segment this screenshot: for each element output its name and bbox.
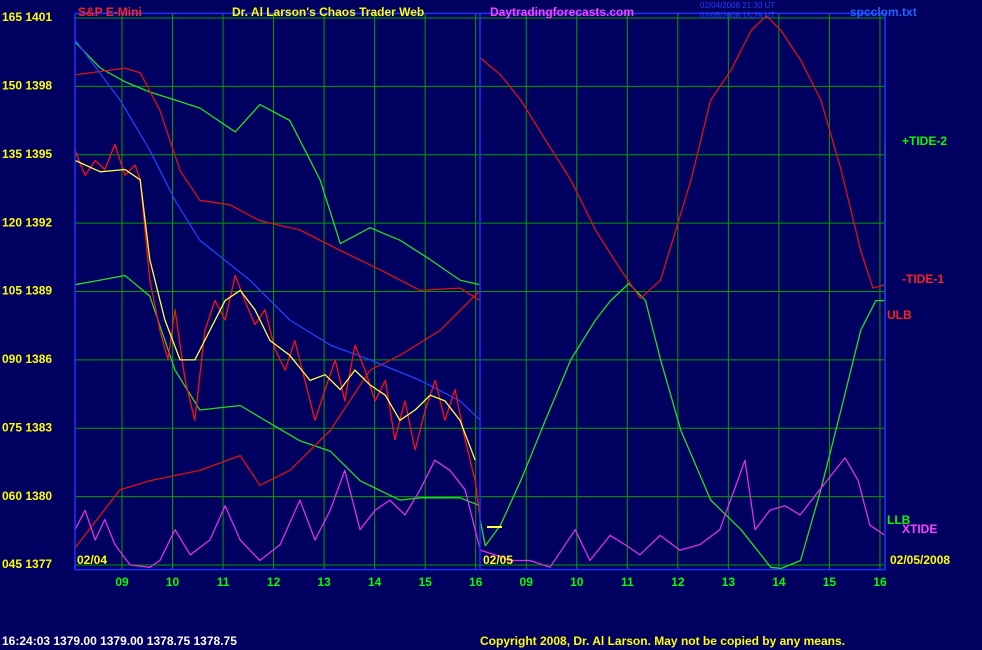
series-line [74, 274, 481, 507]
plot-lines [74, 15, 886, 570]
x-tick-label: 12 [671, 575, 685, 589]
series-line [74, 41, 481, 286]
x-tick-label: 13 [722, 575, 736, 589]
date-label: 02/05/2008 [890, 553, 950, 567]
y-tick-label: 105 1389 [2, 284, 52, 298]
series-line [479, 15, 886, 299]
website: Daytradingforecasts.com [490, 5, 634, 19]
y-tick-label: 120 1392 [2, 215, 52, 229]
x-tick-label: 11 [621, 575, 634, 589]
series-line [74, 67, 481, 302]
copyright: Copyright 2008, Dr. Al Larson. May not b… [480, 634, 845, 648]
x-tick-label: 11 [217, 575, 230, 589]
date-label: 02/04 [77, 553, 107, 567]
series-line [479, 142, 886, 570]
right-label: +TIDE-2 [902, 134, 947, 148]
date-label: 02/05 [483, 553, 513, 567]
right-label: XTIDE [902, 522, 937, 536]
y-tick-label: 060 1380 [2, 489, 52, 503]
x-tick-label: 10 [166, 575, 180, 589]
y-tick-label: 075 1383 [2, 420, 52, 434]
y-tick-label: 090 1386 [2, 352, 52, 366]
x-tick-label: 10 [570, 575, 584, 589]
x-tick-label: 15 [418, 575, 432, 589]
y-tick-label: 165 1401 [2, 10, 52, 24]
right-label: LLB [887, 513, 911, 527]
series-line [74, 159, 476, 461]
grid [75, 13, 885, 570]
x-tick-label: 13 [317, 575, 331, 589]
series-line [74, 289, 481, 549]
y-tick-label: 045 1377 [2, 557, 52, 571]
x-tick-label: 14 [368, 575, 382, 589]
x-tick-label: 15 [823, 575, 837, 589]
labels: 045 1377 060 1380 075 1383 090 1386 105 1389… [2, 10, 947, 589]
y-tick-label: 135 1395 [2, 147, 52, 161]
right-label: -TIDE-1 [902, 272, 944, 286]
status-line: 16:24:03 1379.00 1379.00 1378.75 1378.75 [2, 634, 237, 648]
source-file: spcclom.txt [850, 5, 917, 19]
x-tick-label: 16 [469, 575, 483, 589]
timestamp: 02/04/2008 21:30 UT [700, 1, 775, 10]
y-tick-label: 150 1398 [2, 79, 52, 93]
symbol: S&P E-Mini [78, 5, 142, 19]
timestamp: 02/05/2008 15:29 UT [700, 11, 775, 20]
x-tick-label: 09 [115, 575, 129, 589]
right-label: ULB [887, 308, 912, 322]
x-tick-label: 12 [267, 575, 281, 589]
series-line [74, 39, 481, 421]
x-tick-label: 09 [520, 575, 534, 589]
series-line [74, 457, 886, 568]
x-tick-label: 14 [772, 575, 786, 589]
chart-title: Dr. Al Larson's Chaos Trader Web [232, 5, 424, 19]
x-tick-label: 16 [873, 575, 887, 589]
